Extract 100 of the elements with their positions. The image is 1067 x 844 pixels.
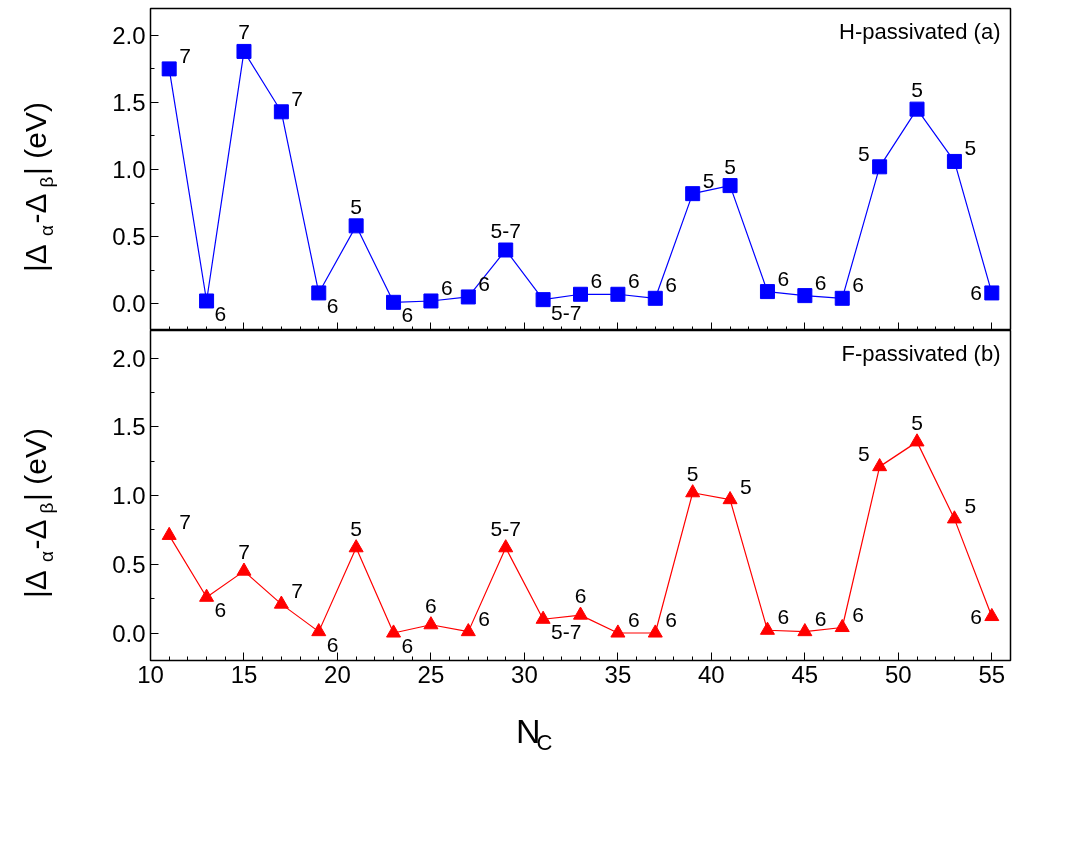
text: 7 bbox=[179, 510, 191, 534]
point bbox=[236, 562, 252, 576]
point bbox=[946, 153, 962, 169]
x-tick-label: 10 bbox=[137, 660, 164, 688]
point bbox=[423, 293, 439, 309]
x-tick-label: 20 bbox=[324, 660, 351, 688]
point bbox=[348, 539, 364, 553]
x-tick-label: 55 bbox=[978, 660, 1006, 688]
point bbox=[311, 623, 327, 637]
point bbox=[722, 491, 738, 505]
point bbox=[460, 289, 476, 305]
point bbox=[647, 290, 663, 306]
text: 5 bbox=[686, 461, 699, 485]
text: 6 bbox=[326, 632, 339, 656]
text: 7 bbox=[238, 540, 250, 564]
text: 7 bbox=[179, 43, 191, 67]
point bbox=[872, 458, 888, 472]
y-tick-label: 0.5 bbox=[112, 223, 146, 251]
text: 6 bbox=[214, 598, 227, 622]
text: 6 bbox=[326, 293, 339, 317]
point bbox=[386, 624, 402, 638]
text: 5-7 bbox=[490, 219, 521, 242]
point bbox=[610, 624, 626, 638]
text: 6 bbox=[852, 273, 864, 297]
y-tick-label: 1.5 bbox=[112, 413, 146, 441]
point bbox=[273, 595, 289, 609]
text: 6 bbox=[665, 273, 677, 297]
text: 5 bbox=[702, 168, 715, 192]
point bbox=[498, 242, 514, 258]
text: 6 bbox=[970, 280, 982, 304]
point bbox=[460, 623, 476, 637]
text: 5-7 bbox=[551, 300, 582, 324]
point bbox=[236, 43, 252, 59]
point bbox=[647, 624, 663, 638]
point bbox=[535, 610, 551, 624]
y-tick-label: 1.5 bbox=[112, 88, 146, 116]
point bbox=[199, 588, 215, 602]
text: 5 bbox=[857, 141, 870, 165]
text: 6 bbox=[814, 270, 827, 294]
y-tick-label: 2.0 bbox=[112, 21, 146, 49]
text: 6 bbox=[425, 593, 437, 617]
text: 7 bbox=[291, 86, 304, 110]
text: 6 bbox=[814, 606, 827, 630]
text: 6 bbox=[852, 602, 864, 626]
y-tick-label: 0.0 bbox=[112, 290, 146, 318]
text: 5 bbox=[724, 154, 736, 178]
point bbox=[685, 186, 701, 202]
text: 6 bbox=[777, 266, 790, 290]
text: 6 bbox=[574, 584, 587, 608]
point bbox=[946, 510, 962, 524]
point bbox=[573, 286, 588, 302]
point bbox=[199, 293, 215, 309]
point bbox=[834, 618, 850, 633]
point bbox=[759, 621, 775, 635]
point bbox=[573, 606, 588, 620]
y-axis-title: |Δα-Δβ| (eV) bbox=[19, 102, 57, 273]
point bbox=[909, 101, 925, 117]
point bbox=[386, 294, 402, 310]
text: 6 bbox=[627, 608, 640, 631]
text: 6 bbox=[627, 269, 640, 293]
text: 5 bbox=[740, 474, 752, 498]
x-tick-label: 25 bbox=[417, 660, 445, 688]
point bbox=[872, 159, 888, 175]
y-tick-label: 0.5 bbox=[112, 550, 146, 578]
point bbox=[834, 290, 850, 306]
text: 7 bbox=[291, 579, 304, 603]
text: 6 bbox=[665, 608, 677, 631]
y-tick-label: 2.0 bbox=[112, 344, 146, 372]
point bbox=[722, 178, 738, 194]
text: 5 bbox=[964, 493, 977, 517]
text: 6 bbox=[590, 269, 603, 293]
point bbox=[311, 285, 327, 301]
point bbox=[685, 484, 701, 498]
y-tick-label: 1.0 bbox=[112, 156, 146, 183]
point bbox=[273, 104, 289, 120]
point bbox=[759, 284, 775, 300]
point bbox=[535, 292, 551, 308]
x-tick-label: 45 bbox=[791, 660, 819, 688]
point bbox=[797, 288, 813, 304]
text: 5 bbox=[964, 136, 977, 160]
x-tick-label: 50 bbox=[884, 660, 912, 688]
text: 6 bbox=[401, 634, 414, 657]
x-tick-label: 40 bbox=[698, 660, 725, 688]
text: 6 bbox=[440, 275, 453, 299]
point bbox=[984, 607, 1000, 622]
point bbox=[498, 539, 514, 553]
text: 5 bbox=[350, 516, 362, 540]
text: 6 bbox=[478, 271, 491, 295]
point bbox=[797, 623, 813, 637]
point bbox=[610, 286, 626, 302]
text: 6 bbox=[478, 606, 491, 630]
text: 5 bbox=[911, 410, 923, 434]
point bbox=[161, 526, 177, 540]
point bbox=[909, 433, 925, 447]
y-axis-title: |Δα-Δβ| (eV) bbox=[19, 428, 57, 599]
y-tick-label: 0.0 bbox=[112, 619, 146, 647]
text: 6 bbox=[777, 605, 790, 629]
x-tick-label: 30 bbox=[511, 660, 538, 688]
text: 6 bbox=[214, 301, 227, 325]
text: 7 bbox=[238, 20, 250, 44]
